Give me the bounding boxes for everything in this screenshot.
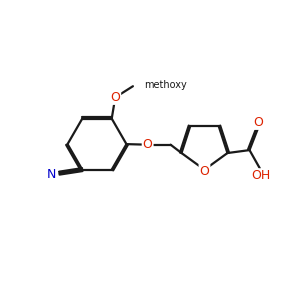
- Text: O: O: [110, 91, 120, 104]
- Text: O: O: [253, 116, 263, 129]
- Text: OH: OH: [252, 169, 271, 182]
- Text: O: O: [200, 165, 209, 178]
- Text: N: N: [46, 167, 56, 181]
- Text: methoxy: methoxy: [144, 80, 187, 90]
- Text: O: O: [143, 138, 153, 151]
